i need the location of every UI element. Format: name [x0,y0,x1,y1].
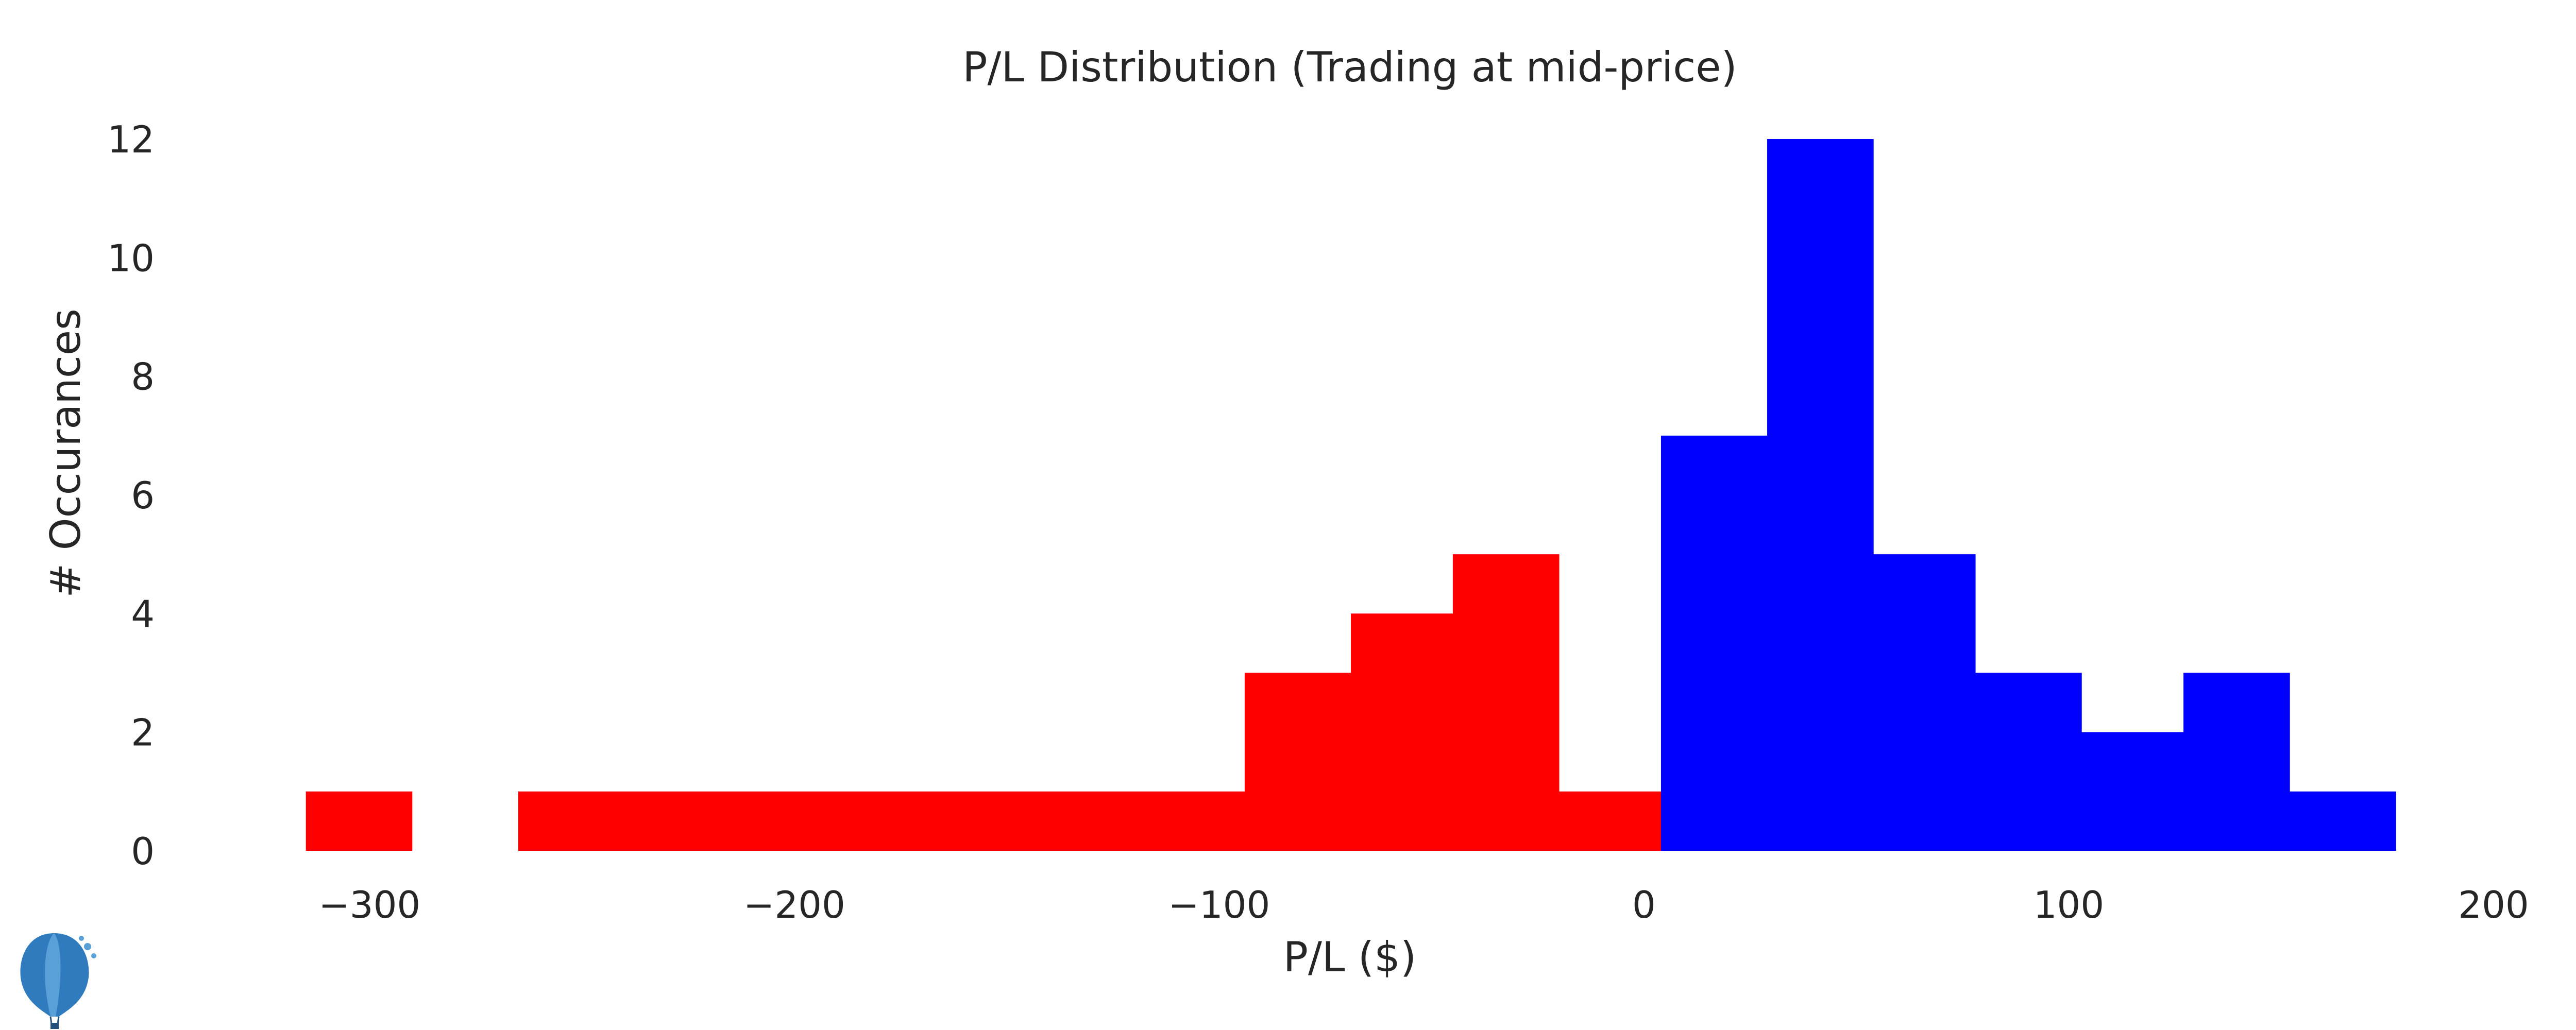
histogram-bar-loss-8 [1244,673,1351,851]
histogram-bar-loss-3 [726,791,833,851]
y-tick-label: 12 [107,118,155,161]
histogram-bar-profit-0 [1660,435,1768,851]
splash-dot [91,953,96,958]
histogram-bar-loss-2 [624,791,727,851]
splash-dot [79,936,84,941]
histogram-bar-loss-7 [1143,791,1245,851]
chart-title: P/L Distribution (Trading at mid-price) [962,43,1737,91]
histogram-bar-profit-3 [1975,673,2082,851]
histogram-bar-loss-6 [1041,791,1143,851]
histogram-bar-profit-1 [1767,139,1874,851]
x-tick-label: 200 [2458,883,2529,926]
hot-air-balloon-icon [20,933,96,1029]
histogram-bar-loss-4 [833,791,935,851]
balloon-rope [57,1016,60,1024]
histogram-bar-loss-10 [1452,554,1560,851]
x-tick-label: −200 [743,883,845,926]
histogram-bars [306,139,2396,851]
y-axis-label: # Occurances [42,308,90,598]
balloon-stripe [45,933,61,1017]
y-tick-label: 6 [131,474,155,517]
hot-air-balloon-logo [20,933,96,1029]
histogram-bar-profit-6 [2290,791,2396,851]
histogram-bar-profit-2 [1873,554,1976,851]
y-axis-ticks: 0 2 4 6 8 10 12 [107,118,155,873]
histogram-bar-profit-5 [2183,673,2290,851]
histogram-bar-loss-9 [1351,613,1453,851]
x-tick-label: 0 [1632,883,1656,926]
y-tick-label: 0 [131,830,155,873]
histogram-bar-profit-4 [2081,732,2184,851]
splash-dot [84,943,91,950]
x-axis-ticks: −300 −200 −100 0 100 200 [318,883,2529,926]
y-tick-label: 10 [107,236,155,280]
x-axis-label: P/L ($) [1283,933,1417,981]
histogram-bar-loss-1 [518,791,625,851]
x-tick-label: −300 [318,883,420,926]
histogram-bar-loss-11 [1559,791,1662,851]
y-tick-label: 2 [131,711,155,754]
x-tick-label: −100 [1168,883,1270,926]
y-tick-label: 8 [131,355,155,399]
balloon-basket [50,1023,59,1029]
y-tick-label: 4 [131,592,155,636]
histogram-bar-loss-5 [934,791,1041,851]
balloon-rope [49,1016,53,1024]
x-tick-label: 100 [2033,883,2104,926]
histogram-bar-loss-0 [306,791,413,851]
